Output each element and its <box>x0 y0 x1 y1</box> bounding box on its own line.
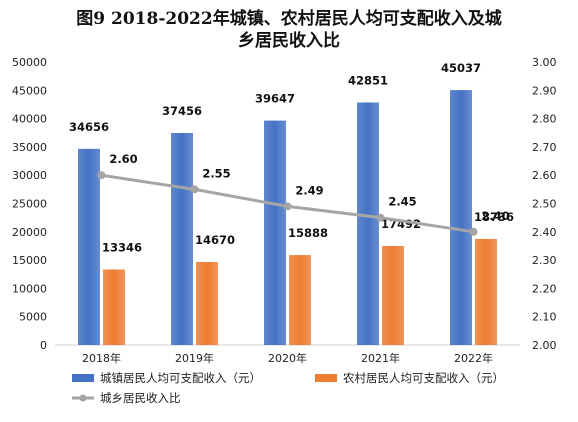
bar-urban-income <box>450 90 472 346</box>
data-label-urban: 37456 <box>162 104 202 118</box>
x-tick-label: 2018年 <box>82 351 121 365</box>
y-right-tick-label: 2.20 <box>532 282 557 295</box>
y-left-tick-label: 40000 <box>12 113 47 126</box>
ratio-point <box>190 185 199 194</box>
bar-rural-income <box>103 269 125 345</box>
data-label-rural: 15888 <box>288 226 328 240</box>
y-right-tick-label: 2.70 <box>532 141 557 154</box>
chart-title-line2: 乡居民收入比 <box>238 30 340 51</box>
bar-rural-income <box>196 261 218 345</box>
data-label-ratio: 2.55 <box>202 166 230 180</box>
y-left-tick-label: 45000 <box>12 84 47 97</box>
ratio-point <box>469 227 478 236</box>
y-left-tick-label: 5000 <box>19 311 47 324</box>
plot-area: 0 5000 10000 15000 20000 25000 30000 35000 40000… <box>12 56 557 365</box>
y-left-tick-label: 35000 <box>12 141 47 154</box>
y-left-tick-label: 20000 <box>12 226 47 239</box>
y-right-tick-label: 2.50 <box>532 198 557 211</box>
data-label-urban: 45037 <box>441 61 481 75</box>
y-right-tick-label: 3.00 <box>532 56 557 69</box>
legend-swatch <box>315 374 337 382</box>
bar-urban-income <box>357 102 379 345</box>
data-label-ratio: 2.60 <box>109 152 137 166</box>
chart-title-line1: 图9 2018-2022年城镇、农村居民人均可支配收入及城 <box>76 8 501 29</box>
x-tick-label: 2020年 <box>268 351 307 365</box>
data-label-rural: 18736 <box>474 210 514 224</box>
bar-urban-income <box>264 120 286 345</box>
y-left-tick-label: 10000 <box>12 282 47 295</box>
y-right-tick-label: 2.10 <box>532 311 557 324</box>
y-left-tick-label: 30000 <box>12 169 47 182</box>
data-label-ratio: 2.40 <box>481 209 509 223</box>
data-label-urban: 34656 <box>69 120 109 134</box>
x-tick-label: 2022年 <box>454 351 493 365</box>
legend-swatch-marker <box>79 394 87 402</box>
bar-rural-income <box>289 255 311 345</box>
bar-urban-income <box>78 148 100 345</box>
bar-rural-income <box>382 245 404 345</box>
y-right-tick-label: 2.60 <box>532 169 557 182</box>
y-left-tick-label: 25000 <box>12 198 47 211</box>
y-left-tick-label: 15000 <box>12 254 47 267</box>
y-right-tick-label: 2.00 <box>532 339 557 352</box>
data-label-ratio: 2.49 <box>295 183 323 197</box>
legend: 城镇居民人均可支配收入（元） 农村居民人均可支配收入（元） 城乡居民收入比 <box>72 371 504 405</box>
data-label-rural: 14670 <box>195 233 235 247</box>
ratio-point <box>97 171 106 180</box>
data-label-urban: 42851 <box>348 73 388 87</box>
y-right-tick-label: 2.80 <box>532 113 557 126</box>
x-tick-label: 2021年 <box>361 351 400 365</box>
legend-label: 城乡居民收入比 <box>100 391 181 405</box>
y-left-tick-label: 50000 <box>12 56 47 69</box>
y-left-tick-label: 0 <box>40 339 47 352</box>
legend-label: 城镇居民人均可支配收入（元） <box>100 371 261 385</box>
data-label-rural: 13346 <box>102 240 142 254</box>
x-tick-label: 2019年 <box>175 351 214 365</box>
bar-urban-income <box>171 132 193 345</box>
y-right-tick-label: 2.30 <box>532 254 557 267</box>
bar-rural-income <box>475 238 497 345</box>
data-label-ratio: 2.45 <box>388 195 416 209</box>
legend-label: 农村居民人均可支配收入（元） <box>343 371 504 385</box>
legend-swatch <box>72 374 94 382</box>
y-right-tick-label: 2.40 <box>532 226 557 239</box>
ratio-point <box>283 202 292 211</box>
ratio-point <box>376 213 385 222</box>
data-label-urban: 39647 <box>255 92 295 106</box>
y-right-tick-label: 2.90 <box>532 84 557 97</box>
